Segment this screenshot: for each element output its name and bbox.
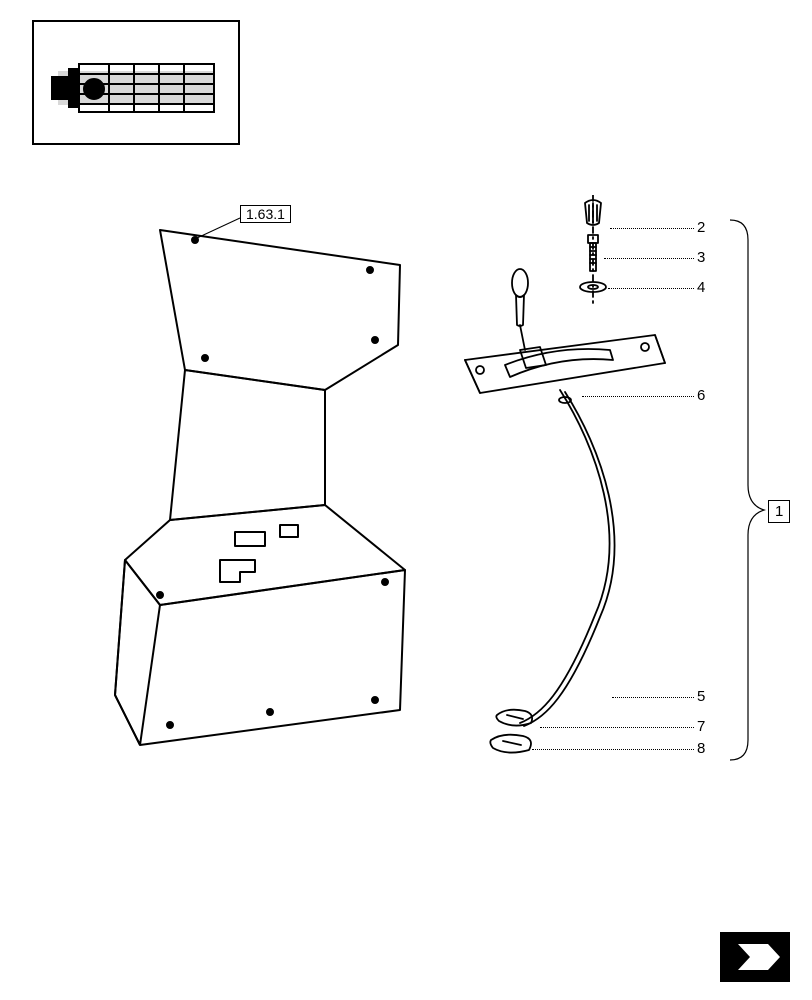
callout-text: 4 [697,279,705,296]
diagram-canvas: 1.63.1 [0,0,812,1000]
callout-text: 5 [697,688,705,705]
callout-text: 3 [697,249,705,266]
next-page-arrow[interactable] [720,932,790,982]
callout-text: 6 [697,387,705,404]
callout-leader-8 [532,749,694,750]
callout-label-4: 4 [697,279,705,296]
callout-label-8: 8 [697,740,705,757]
callout-leader-5 [612,697,694,698]
lever-handle [512,269,528,350]
bracket-plate-part [100,210,420,780]
callout-label-5: 5 [697,688,705,705]
cable-clip-upper [496,710,532,726]
callout-leader-7 [540,727,694,728]
reference-inset-box [32,20,240,145]
callout-leader-4 [608,288,694,289]
callout-label-2: 2 [697,219,705,236]
callout-label-1: 1 [768,500,790,523]
lever-base-plate [465,335,665,393]
callout-label-6: 6 [697,387,705,404]
cable-clip-lower [490,735,531,753]
callout-leader-3 [604,258,694,259]
callout-text: 8 [697,740,705,757]
callout-label-7: 7 [697,718,705,735]
callout-text: 1 [775,503,783,520]
callout-text: 2 [697,219,705,236]
callout-leader-6 [582,396,694,397]
control-cable [520,390,614,726]
engine-assembly-icon [34,22,238,143]
callout-label-3: 3 [697,249,705,266]
callout-text: 7 [697,718,705,735]
callout-leader-2 [610,228,694,229]
